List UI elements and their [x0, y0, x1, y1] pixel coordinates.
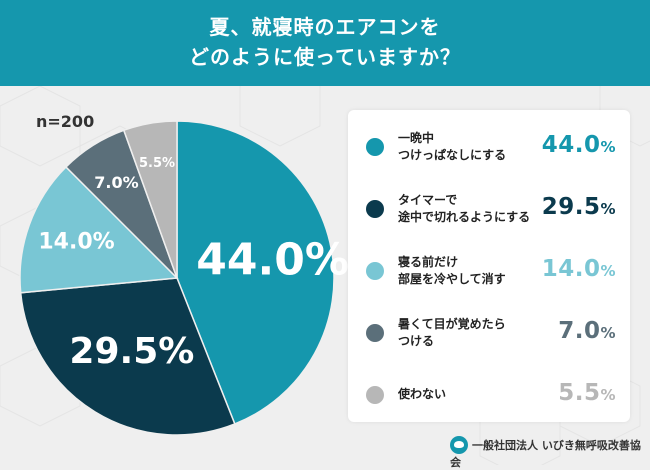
- organization-name: 一般社団法人 いびき無呼吸改善協会: [450, 439, 641, 469]
- footer-credit: 一般社団法人 いびき無呼吸改善協会: [450, 436, 650, 469]
- legend-item: タイマーで 途中で切れるようにする 29.5%: [348, 186, 630, 232]
- legend-item: 一晩中 つけっぱなしにする 44.0%: [348, 124, 630, 170]
- legend-item: 使わない 5.5%: [348, 372, 630, 418]
- legend-label: タイマーで 途中で切れるようにする: [398, 193, 531, 224]
- slice-label: 14.0%: [38, 229, 114, 254]
- sample-size: n=200: [36, 112, 95, 131]
- legend-value-number: 14.0: [541, 256, 601, 282]
- legend-value: 29.5%: [542, 194, 616, 220]
- legend-value-number: 7.0: [558, 318, 601, 344]
- slice-label: 5.5%: [139, 156, 175, 171]
- legend-label: 寝る前だけ 部屋を冷やして消す: [398, 255, 506, 286]
- legend-value-unit: %: [600, 386, 616, 404]
- slice-label: 7.0%: [94, 173, 138, 192]
- legend-label: 暑くて目が覚めたら つける: [398, 317, 506, 348]
- legend-swatch: [366, 324, 384, 342]
- legend-value-unit: %: [600, 324, 616, 342]
- legend-swatch: [366, 138, 384, 156]
- legend-value-number: 44.0: [541, 132, 601, 158]
- legend-panel: 一晩中 つけっぱなしにする 44.0% タイマーで 途中で切れるようにする 29.5%…: [348, 110, 630, 422]
- legend-value-unit: %: [600, 200, 616, 218]
- title-line-1: 夏、就寝時のエアコンを: [209, 15, 441, 39]
- slice-label: 44.0%: [196, 234, 349, 285]
- pie-slice: [122, 120, 178, 279]
- organization-logo-icon: [450, 436, 468, 454]
- pie-slice: [19, 165, 179, 294]
- legend-value: 5.5%: [558, 380, 616, 406]
- legend-value: 44.0%: [542, 132, 616, 158]
- title-line-2: どのように使っていますか？: [189, 45, 461, 69]
- legend-item: 寝る前だけ 部屋を冷やして消す 14.0%: [348, 248, 630, 294]
- legend-label: 使わない: [398, 387, 447, 401]
- legend-swatch: [366, 386, 384, 404]
- slice-label: 29.5%: [69, 331, 194, 372]
- legend-value-number: 5.5: [558, 380, 601, 406]
- legend-label: 一晩中 つけっぱなしにする: [398, 131, 507, 162]
- legend-value-unit: %: [600, 262, 616, 280]
- legend-value-unit: %: [600, 138, 616, 156]
- title-banner: 夏、就寝時のエアコンを どのように使っていますか？: [0, 0, 650, 86]
- legend-swatch: [366, 262, 384, 280]
- legend-swatch: [366, 200, 384, 218]
- legend-value-number: 29.5: [541, 194, 601, 220]
- legend-value: 7.0%: [558, 318, 616, 344]
- legend-value: 14.0%: [542, 256, 616, 282]
- legend-item: 暑くて目が覚めたら つける 7.0%: [348, 310, 630, 356]
- pie-slice: [19, 277, 236, 436]
- pie-slice: [176, 120, 335, 425]
